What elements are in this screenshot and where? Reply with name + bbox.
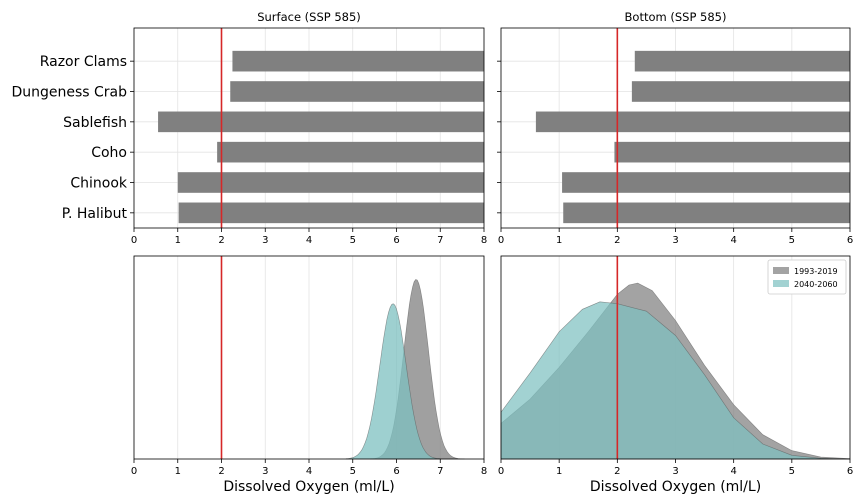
y-tick-label: Dungeness Crab (11, 85, 127, 101)
legend: 1993-2019 2040-2060 (767, 259, 847, 295)
bar (634, 50, 850, 72)
x-tick-label: 2 (218, 235, 224, 246)
bar (614, 141, 850, 163)
bar (217, 141, 484, 163)
legend-label: 2040-2060 (794, 280, 838, 289)
x-tick-label: 1 (175, 235, 181, 246)
y-tick-label: Razor Clams (40, 54, 127, 70)
legend-swatch (773, 280, 789, 287)
density-area-proj (500, 301, 851, 460)
y-tick-label: Sablefish (63, 115, 127, 131)
bar (562, 172, 850, 193)
x-tick-label: 4 (730, 466, 736, 477)
bar (232, 50, 484, 72)
legend-label: 1993-2019 (794, 267, 838, 276)
bar (158, 111, 484, 133)
x-tick-label: 1 (556, 466, 562, 477)
axes-frame (500, 27, 851, 229)
x-tick-label: 4 (730, 235, 736, 246)
x-tick-label: 0 (131, 466, 137, 477)
x-tick-label: 0 (498, 466, 504, 477)
bar (563, 202, 850, 224)
x-tick-label: 3 (262, 235, 268, 246)
bar (178, 202, 484, 224)
panel-title: Surface (SSP 585) (257, 10, 361, 24)
x-tick-label: 0 (131, 235, 137, 246)
x-tick-label: 1 (175, 466, 181, 477)
x-tick-label: 8 (481, 466, 487, 477)
bar (631, 81, 850, 102)
x-tick-label: 5 (789, 235, 795, 246)
y-tick-label: Coho (91, 145, 127, 161)
axes-frame (500, 255, 851, 460)
bar (230, 81, 484, 102)
bar (177, 172, 484, 193)
bottom-bars-panel: 0 1 2 3 4 5 6 Bottom (SSP 585) (497, 10, 853, 246)
surface-bars-panel: 0 1 2 3 4 5 6 7 8 Razor Clams Dungeness Crab Sablef… (11, 10, 487, 246)
surface-density-panel: 0 1 2 3 4 5 6 7 8 Dissolved Oxygen (ml/L) (131, 255, 487, 495)
x-axis-label: Dissolved Oxygen (ml/L) (590, 479, 761, 495)
x-tick-label: 5 (350, 235, 356, 246)
bar (535, 111, 850, 133)
x-tick-label: 3 (672, 235, 678, 246)
x-axis-label: Dissolved Oxygen (ml/L) (223, 479, 394, 495)
x-tick-label: 6 (847, 466, 853, 477)
x-tick-label: 6 (847, 235, 853, 246)
x-tick-label: 7 (437, 466, 443, 477)
panel-title: Bottom (SSP 585) (625, 10, 727, 24)
x-tick-label: 7 (437, 235, 443, 246)
y-tick-label: P. Halibut (62, 206, 128, 222)
x-tick-label: 1 (556, 235, 562, 246)
axes-frame (133, 27, 485, 229)
x-tick-label: 2 (218, 466, 224, 477)
x-tick-label: 2 (614, 235, 620, 246)
x-tick-label: 5 (789, 466, 795, 477)
x-tick-label: 4 (306, 466, 312, 477)
density-area-proj (345, 303, 441, 460)
axes-frame (133, 255, 485, 460)
x-tick-label: 8 (481, 235, 487, 246)
legend-swatch (773, 267, 789, 274)
x-tick-label: 0 (498, 235, 504, 246)
x-tick-label: 6 (393, 235, 399, 246)
bottom-density-panel: 0 1 2 3 4 5 6 Dissolved Oxygen (ml/L) 1993-2019 2… (498, 255, 853, 495)
x-tick-label: 6 (393, 466, 399, 477)
x-tick-label: 3 (672, 466, 678, 477)
x-tick-label: 2 (614, 466, 620, 477)
x-tick-label: 4 (306, 235, 312, 246)
x-tick-label: 5 (350, 466, 356, 477)
x-tick-label: 3 (262, 466, 268, 477)
y-tick-label: Chinook (70, 176, 128, 192)
